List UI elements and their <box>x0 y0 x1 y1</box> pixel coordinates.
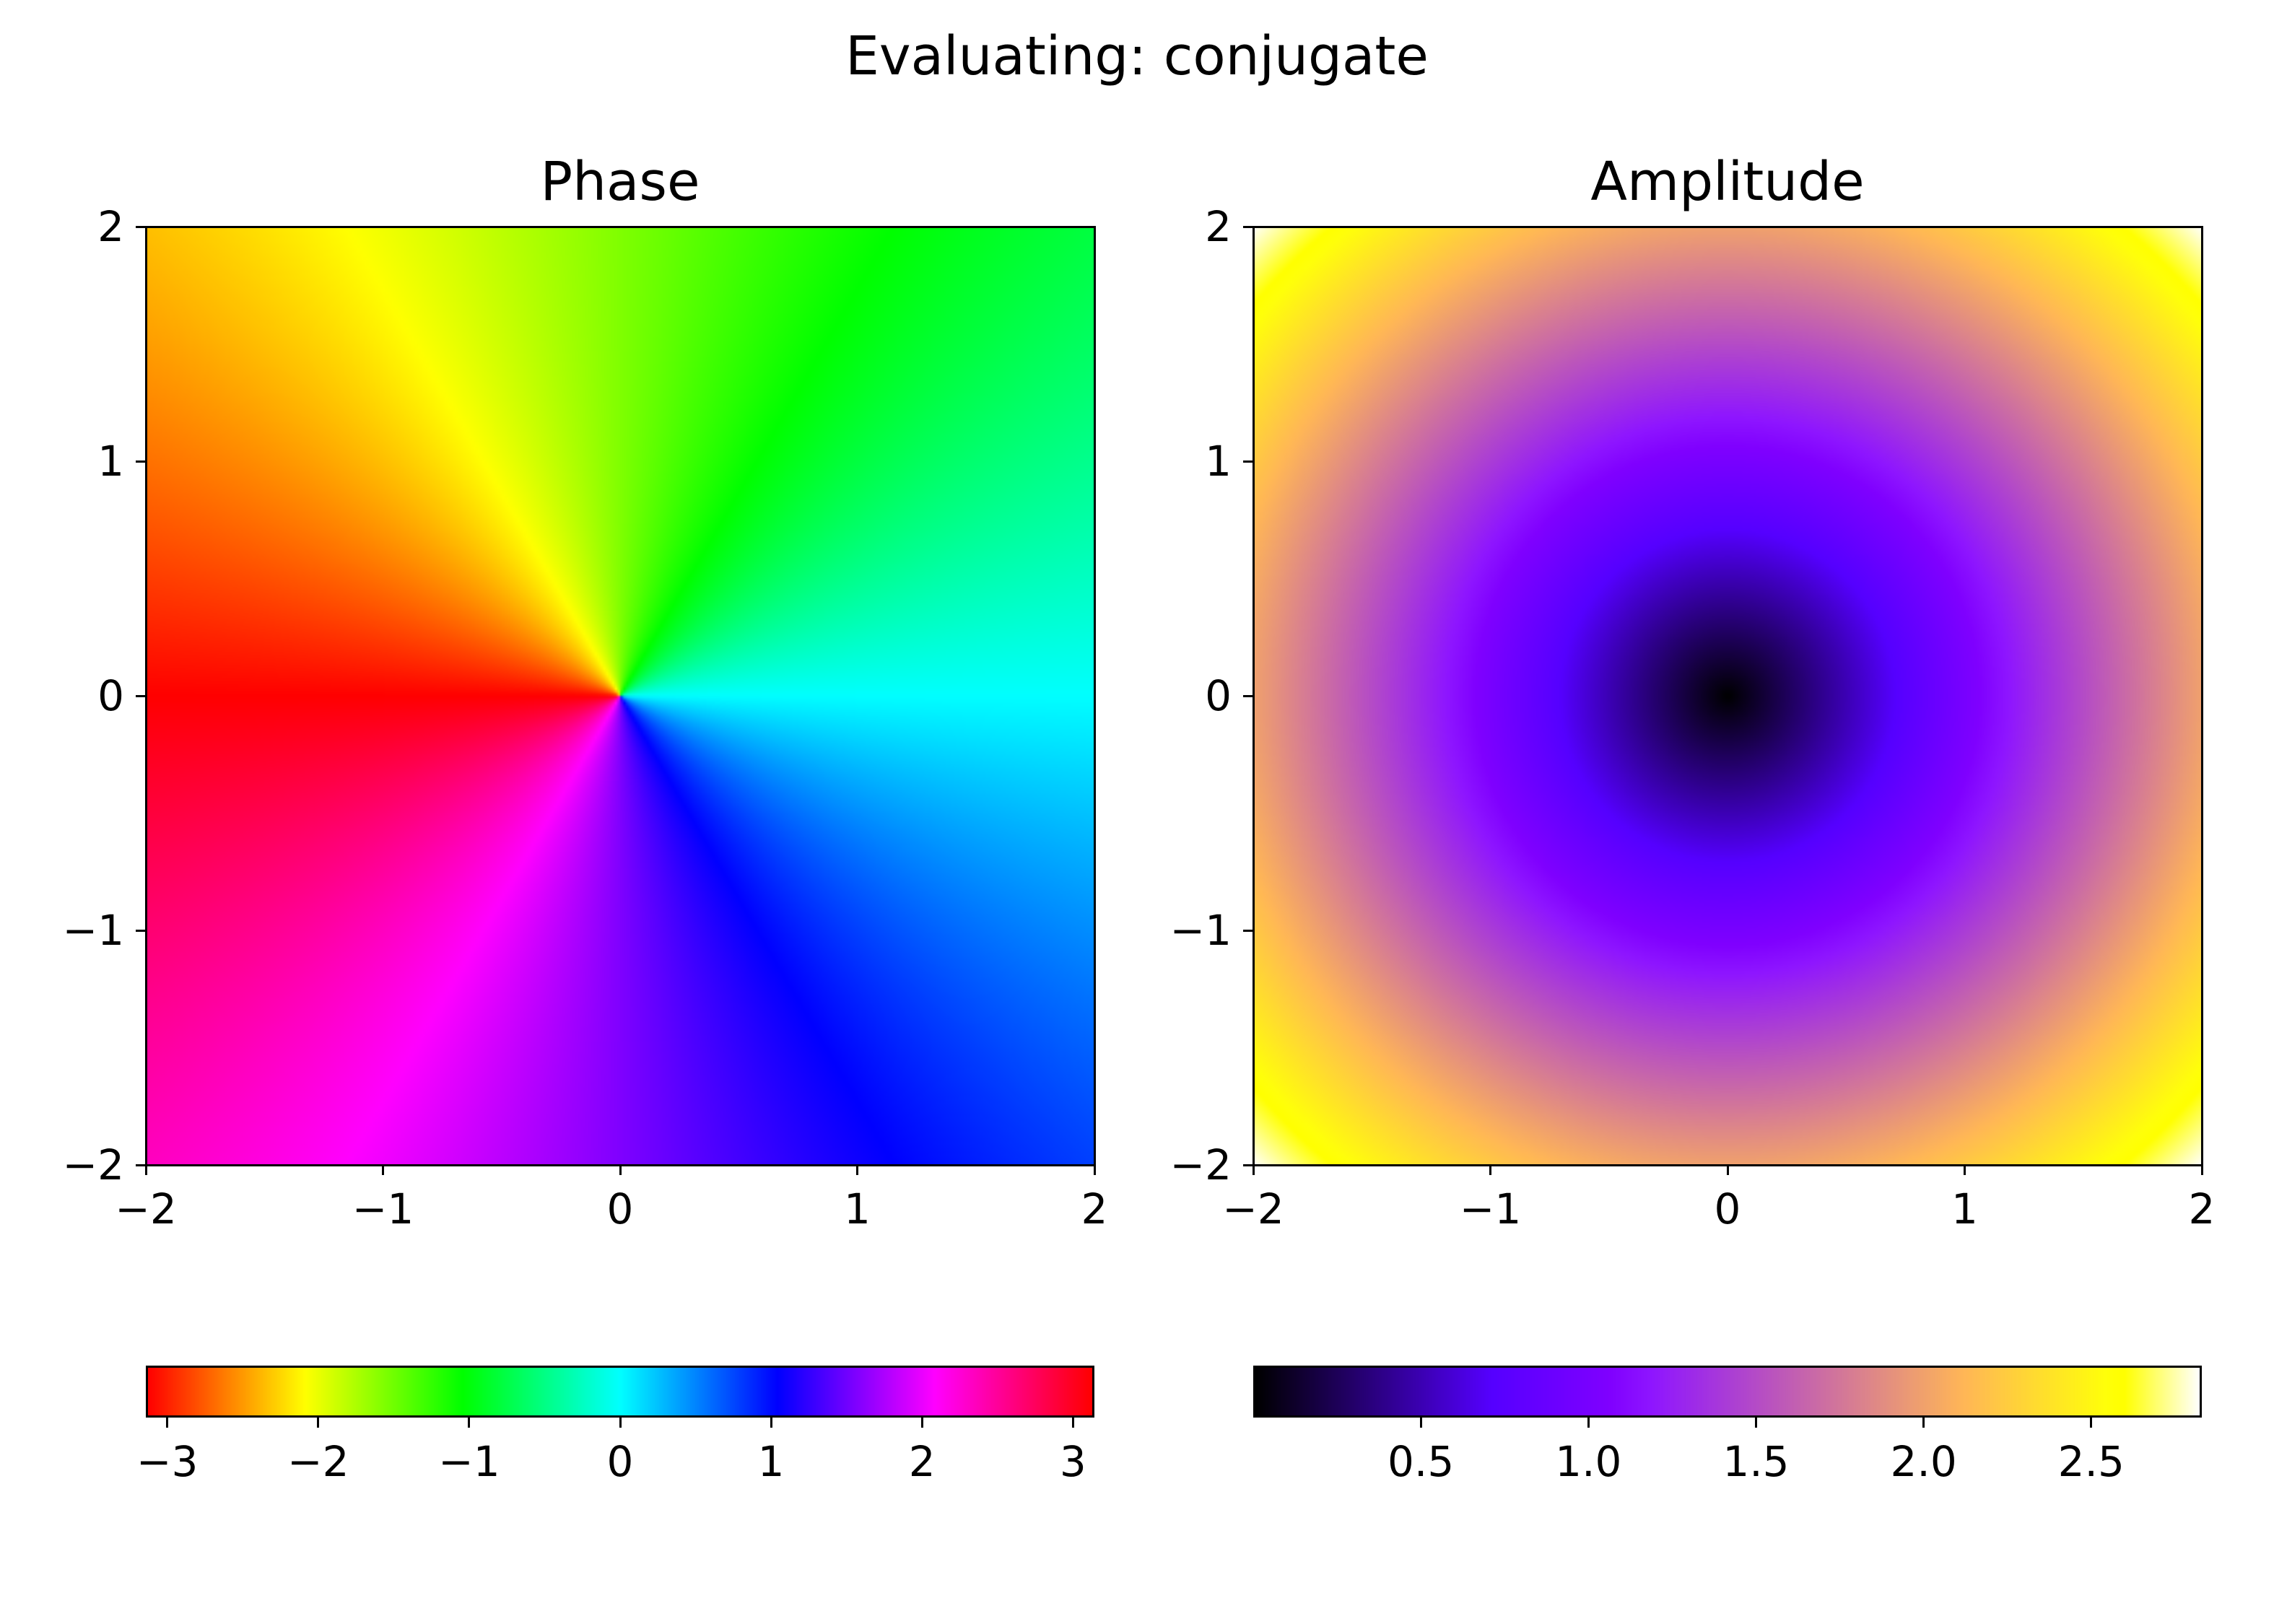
amplitude-ytick-mark <box>1243 694 1253 697</box>
phase-colorbar-tick-label: −1 <box>438 1437 500 1486</box>
phase-ytick-label: 2 <box>97 202 124 251</box>
phase-xtick-mark <box>382 1165 384 1175</box>
phase-colorbar-tick-mark <box>468 1418 471 1428</box>
amplitude-ytick-label: 2 <box>1205 202 1232 251</box>
phase-xtick-label: −1 <box>352 1184 414 1234</box>
amplitude-xtick-label: 0 <box>1714 1184 1741 1234</box>
phase-ytick-mark <box>136 929 146 932</box>
phase-ytick-mark <box>136 694 146 697</box>
amplitude-ytick-mark <box>1243 929 1253 932</box>
amplitude-heatmap <box>1253 227 2202 1165</box>
amplitude-xtick-mark <box>1489 1165 1491 1175</box>
phase-axes-title: Phase <box>540 151 700 213</box>
phase-heatmap <box>146 227 1094 1165</box>
phase-colorbar-tick-label: −2 <box>287 1437 349 1486</box>
phase-axes-frame <box>145 226 1096 1166</box>
amplitude-axes-frame <box>1253 226 2203 1166</box>
amplitude-xtick-label: −2 <box>1222 1184 1284 1234</box>
phase-xtick-label: 1 <box>844 1184 871 1234</box>
phase-xtick-label: −2 <box>115 1184 177 1234</box>
amplitude-ytick-mark <box>1243 225 1253 228</box>
figure-suptitle: Evaluating: conjugate <box>845 25 1429 87</box>
phase-field <box>146 227 1094 1165</box>
amplitude-xtick-label: −1 <box>1459 1184 1522 1234</box>
phase-xtick-mark <box>1093 1165 1096 1175</box>
phase-colorbar <box>146 1366 1094 1418</box>
phase-xtick-mark <box>856 1165 858 1175</box>
amplitude-ytick-label: 0 <box>1205 671 1232 720</box>
amplitude-colorbar-tick-mark <box>1922 1418 1925 1428</box>
amplitude-colorbar-tick-label: 0.5 <box>1388 1437 1455 1486</box>
phase-colorbar-tick-mark <box>1071 1418 1074 1428</box>
amplitude-xtick-mark <box>1726 1165 1729 1175</box>
amplitude-colorbar-tick-mark <box>1754 1418 1757 1428</box>
phase-ytick-label: −1 <box>62 906 125 955</box>
amplitude-xtick-mark <box>1964 1165 1966 1175</box>
phase-ytick-label: 1 <box>97 437 124 486</box>
amplitude-colorbar-tick-mark <box>2090 1418 2093 1428</box>
phase-colorbar-tick-mark <box>920 1418 923 1428</box>
phase-ytick-mark <box>136 225 146 228</box>
phase-colorbar-tick-label: 0 <box>606 1437 634 1486</box>
phase-xtick-mark <box>144 1165 147 1175</box>
amplitude-xtick-mark <box>2200 1165 2203 1175</box>
phase-colorbar-tick-label: −3 <box>136 1437 199 1486</box>
amplitude-colorbar-tick-label: 1.0 <box>1555 1437 1622 1486</box>
amplitude-colorbar-tick-label: 2.0 <box>1890 1437 1957 1486</box>
phase-colorbar-tick-mark <box>619 1418 622 1428</box>
phase-colorbar-tick-mark <box>166 1418 169 1428</box>
amplitude-colorbar-tick-mark <box>1419 1418 1422 1428</box>
phase-ytick-mark <box>136 460 146 463</box>
phase-ytick-mark <box>136 1164 146 1166</box>
phase-colorbar-tick-label: 2 <box>908 1437 936 1486</box>
amplitude-colorbar <box>1253 1366 2202 1418</box>
amplitude-axes-title: Amplitude <box>1590 151 1865 213</box>
amplitude-colorbar-tick-mark <box>1587 1418 1590 1428</box>
amplitude-ytick-label: −1 <box>1169 906 1232 955</box>
phase-colorbar-tick-label: 3 <box>1059 1437 1086 1486</box>
amplitude-xtick-label: 1 <box>1951 1184 1978 1234</box>
phase-ytick-label: −2 <box>62 1140 125 1189</box>
phase-xtick-label: 2 <box>1081 1184 1108 1234</box>
phase-ytick-label: 0 <box>97 671 124 720</box>
amplitude-field <box>1253 227 2202 1165</box>
amplitude-ytick-mark <box>1243 460 1253 463</box>
amplitude-ytick-label: −2 <box>1169 1140 1232 1189</box>
amplitude-ytick-mark <box>1243 1164 1253 1166</box>
amplitude-ytick-label: 1 <box>1205 437 1232 486</box>
phase-colorbar-tick-mark <box>317 1418 320 1428</box>
phase-colorbar-tick-mark <box>770 1418 772 1428</box>
phase-xtick-label: 0 <box>606 1184 634 1234</box>
amplitude-colorbar-tick-label: 1.5 <box>1722 1437 1790 1486</box>
amplitude-colorbar-tick-label: 2.5 <box>2057 1437 2125 1486</box>
amplitude-xtick-mark <box>1252 1165 1255 1175</box>
amplitude-xtick-label: 2 <box>2188 1184 2216 1234</box>
phase-xtick-mark <box>619 1165 622 1175</box>
phase-colorbar-tick-label: 1 <box>757 1437 785 1486</box>
